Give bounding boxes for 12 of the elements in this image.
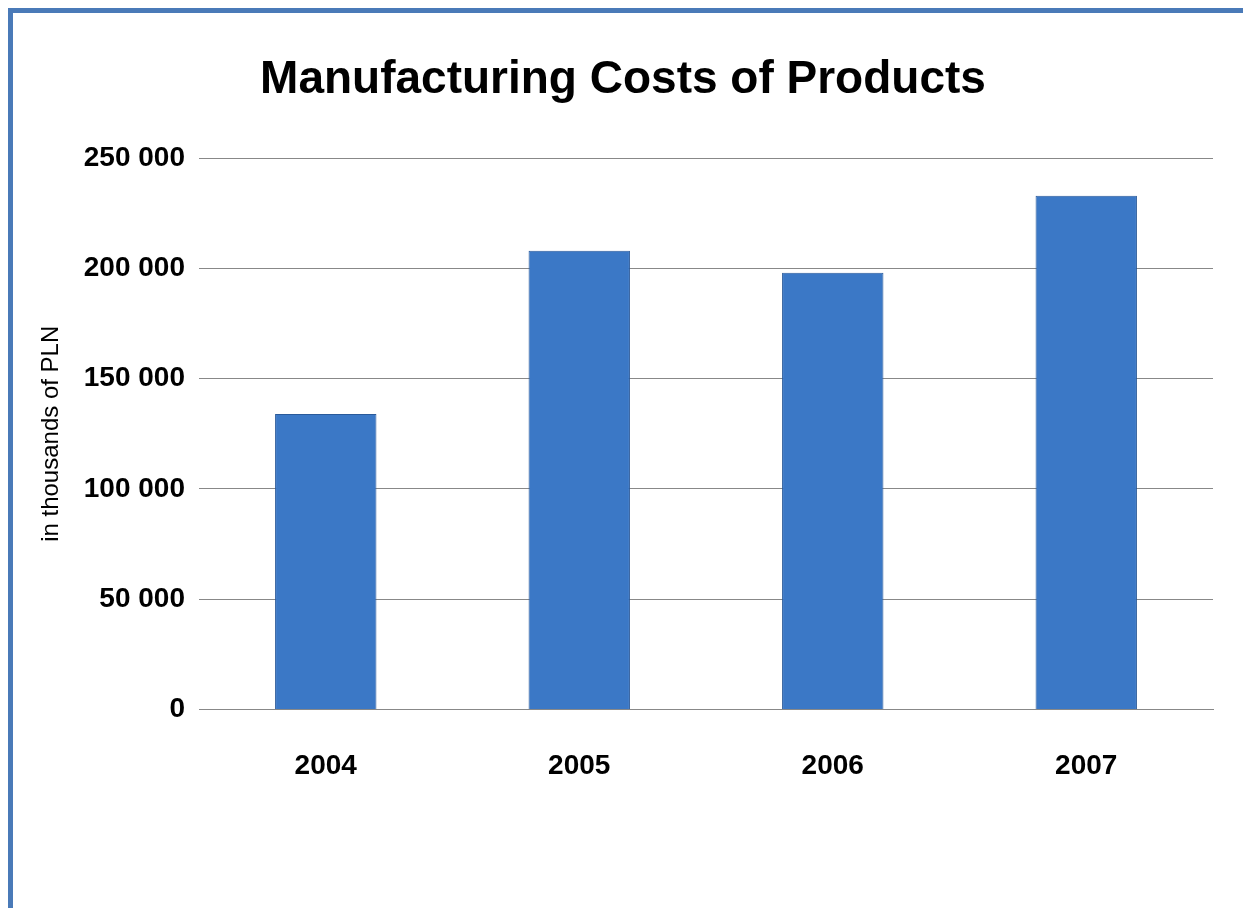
y-tick-label: 200 000 <box>83 251 186 283</box>
x-tick-label: 2007 <box>1055 748 1118 780</box>
y-tick-label: 150 000 <box>83 361 186 393</box>
y-tick-label: 100 000 <box>83 471 186 503</box>
x-tick-label: 2004 <box>294 748 358 780</box>
y-tick-label: 250 000 <box>83 140 186 172</box>
x-tick-label: 2005 <box>548 748 611 780</box>
chart-title: Manufacturing Costs of Products <box>260 51 986 104</box>
x-tick-label: 2006 <box>801 748 864 780</box>
y-axis-title: in thousands of PLN <box>36 325 64 542</box>
y-tick-label: 0 <box>169 692 186 724</box>
y-tick-label: 50 000 <box>99 581 186 613</box>
